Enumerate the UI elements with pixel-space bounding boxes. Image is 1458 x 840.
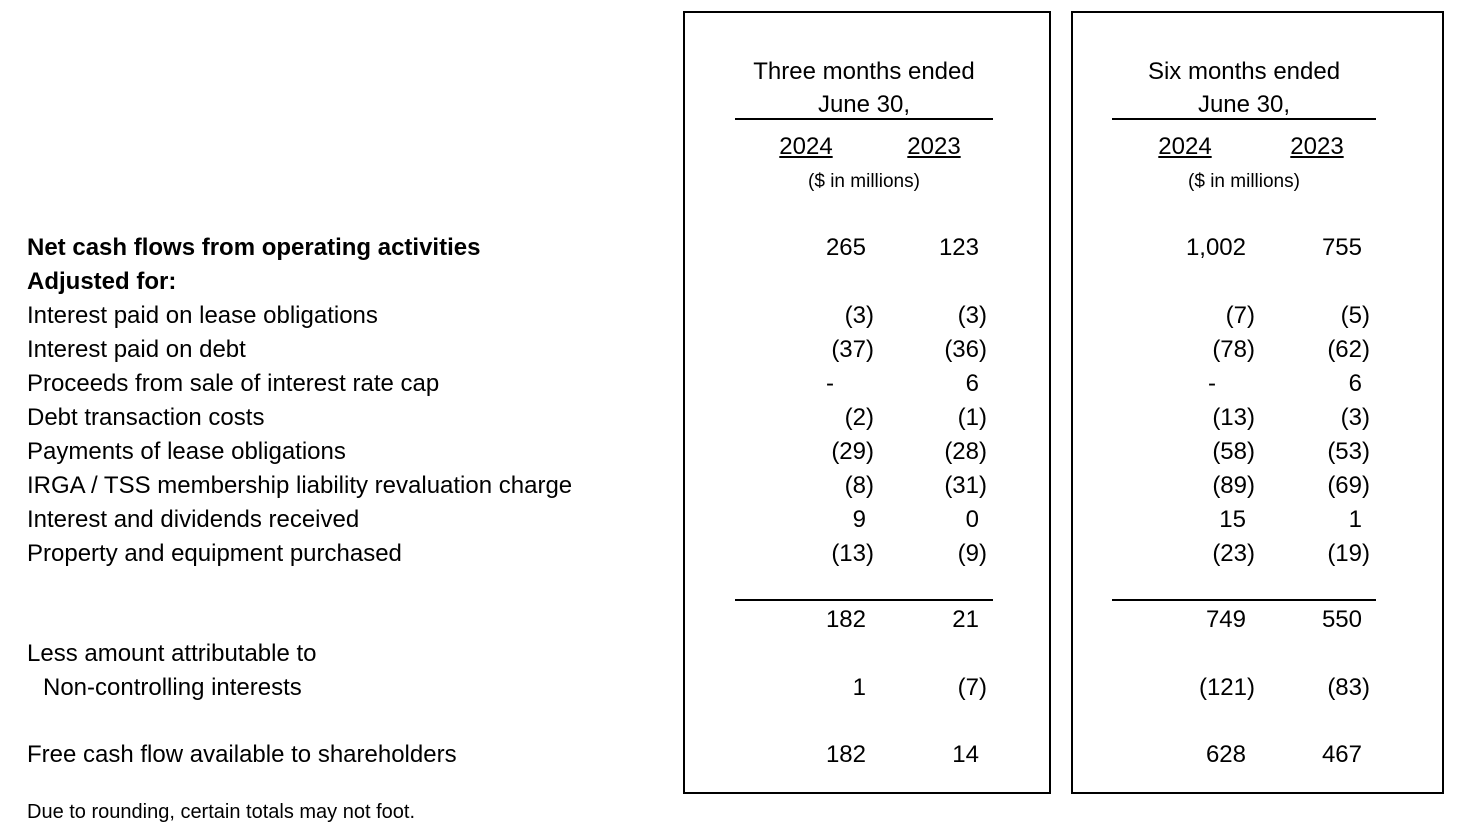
free-cash-flow-value: 182 <box>825 741 866 768</box>
row-label: Payments of lease obligations <box>27 438 346 465</box>
row-value: - <box>826 370 834 397</box>
six-months-header-line1: Six months ended <box>1147 58 1341 85</box>
row-label-adjusted-for: Adjusted for: <box>27 268 177 295</box>
row-value: 6 <box>1348 370 1362 397</box>
row-value: (3) <box>1340 404 1370 431</box>
six-months-box <box>1071 11 1444 794</box>
row-value: (7) <box>1225 302 1255 329</box>
row-value: (13) <box>1212 404 1255 431</box>
less-value: (7) <box>957 674 987 701</box>
subtotal-value: 749 <box>1205 606 1246 633</box>
row-value: (23) <box>1212 540 1255 567</box>
row-value: 1 <box>1348 506 1362 533</box>
row-value: 123 <box>938 234 979 261</box>
row-value: (8) <box>844 472 874 499</box>
row-value: (1) <box>957 404 987 431</box>
free-cash-flow-value: 628 <box>1205 741 1246 768</box>
row-value: (9) <box>957 540 987 567</box>
less-value: (121) <box>1198 674 1255 701</box>
row-value: (3) <box>957 302 987 329</box>
row-label: Debt transaction costs <box>27 404 265 431</box>
free-cash-flow-label: Free cash flow available to shareholders <box>27 741 457 768</box>
row-value: (53) <box>1327 438 1370 465</box>
subtotal-value: 550 <box>1321 606 1362 633</box>
row-label: Interest paid on debt <box>27 336 246 363</box>
row-value: 755 <box>1321 234 1362 261</box>
row-value: (19) <box>1327 540 1370 567</box>
three-months-units: ($ in millions) <box>808 171 920 192</box>
less-label-line1: Less amount attributable to <box>27 640 317 667</box>
row-value: (37) <box>831 336 874 363</box>
row-value: (3) <box>844 302 874 329</box>
row-value: 6 <box>965 370 979 397</box>
three-months-header-line2: June 30, <box>817 91 911 118</box>
row-value: - <box>1208 370 1216 397</box>
row-label: Interest and dividends received <box>27 506 360 533</box>
three-months-year-2023: 2023 <box>907 133 961 160</box>
six-months-year-2023: 2023 <box>1290 133 1344 160</box>
row-label: IRGA / TSS membership liability revaluat… <box>27 472 573 499</box>
row-value: (58) <box>1212 438 1255 465</box>
three-months-header-rule <box>735 118 993 120</box>
row-value: (5) <box>1340 302 1370 329</box>
three-months-year-2024: 2024 <box>779 133 833 160</box>
row-value: 265 <box>825 234 866 261</box>
row-value: (62) <box>1327 336 1370 363</box>
row-value: (29) <box>831 438 874 465</box>
three-months-box <box>683 11 1051 794</box>
six-months-header-line2: June 30, <box>1197 91 1291 118</box>
less-label-line2: Non-controlling interests <box>43 674 302 701</box>
row-label: Interest paid on lease obligations <box>27 302 378 329</box>
row-value: (28) <box>944 438 987 465</box>
row-value: (31) <box>944 472 987 499</box>
subtotal-rule-six-months <box>1112 599 1376 601</box>
subtotal-value: 21 <box>952 606 979 633</box>
six-months-units: ($ in millions) <box>1188 171 1300 192</box>
less-value: (83) <box>1327 674 1370 701</box>
row-value: (89) <box>1212 472 1255 499</box>
row-value: (2) <box>844 404 874 431</box>
six-months-year-2024: 2024 <box>1158 133 1212 160</box>
less-value: 1 <box>852 674 866 701</box>
row-value: 1,002 <box>1185 234 1246 261</box>
free-cash-flow-value: 467 <box>1321 741 1362 768</box>
row-value: 15 <box>1219 506 1246 533</box>
row-value: (36) <box>944 336 987 363</box>
row-value: (13) <box>831 540 874 567</box>
row-value: 0 <box>965 506 979 533</box>
three-months-header-line1: Three months ended <box>753 58 975 85</box>
row-value: (78) <box>1212 336 1255 363</box>
subtotal-rule-three-months <box>735 599 993 601</box>
subtotal-value: 182 <box>825 606 866 633</box>
row-value: 9 <box>852 506 866 533</box>
row-label: Proceeds from sale of interest rate cap <box>27 370 440 397</box>
row-label-net-cash-flows: Net cash flows from operating activities <box>27 234 481 261</box>
free-cash-flow-value: 14 <box>952 741 979 768</box>
row-label: Property and equipment purchased <box>27 540 402 567</box>
footnote: Due to rounding, certain totals may not … <box>27 801 415 823</box>
row-value: (69) <box>1327 472 1370 499</box>
six-months-header-rule <box>1112 118 1376 120</box>
